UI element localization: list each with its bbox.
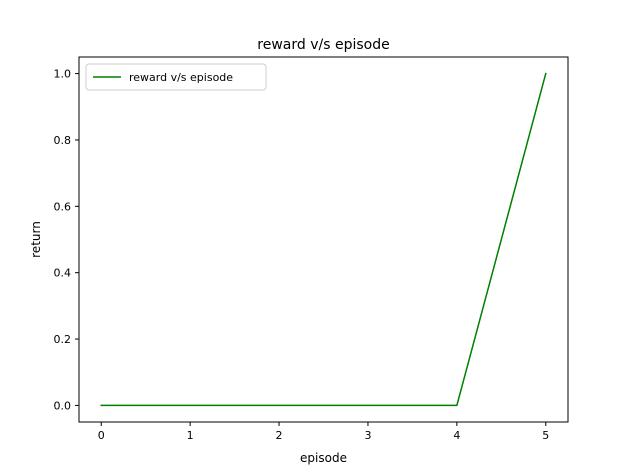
series-layer [100, 72, 547, 407]
legend: reward v/s episode [85, 63, 267, 91]
legend-box [85, 63, 267, 91]
y-tick-label: 0.0 [54, 399, 72, 412]
y-tick-label: 0.2 [54, 333, 72, 346]
chart-title: reward v/s episode [257, 37, 389, 53]
series-line-reward [100, 72, 547, 407]
legend-label-reward: reward v/s episode [129, 71, 233, 84]
y-tick-label: 1.0 [54, 68, 72, 81]
x-tick-label: 3 [364, 429, 371, 442]
x-tick-label: 1 [187, 429, 194, 442]
y-ticks: 0.0 0.2 0.4 0.6 0.8 1.0 [54, 68, 79, 412]
y-axis-label: return [29, 221, 43, 258]
y-tick-label: 0.8 [54, 134, 72, 147]
x-ticks: 0 1 2 3 4 5 [98, 422, 549, 442]
x-axis-label: episode [300, 451, 347, 465]
x-tick-label: 2 [276, 429, 283, 442]
plot-frame [78, 56, 569, 423]
x-tick-label: 4 [453, 429, 460, 442]
y-tick-label: 0.6 [54, 200, 72, 213]
y-tick-label: 0.4 [54, 267, 72, 280]
x-tick-label: 0 [98, 429, 105, 442]
x-tick-label: 5 [542, 429, 549, 442]
